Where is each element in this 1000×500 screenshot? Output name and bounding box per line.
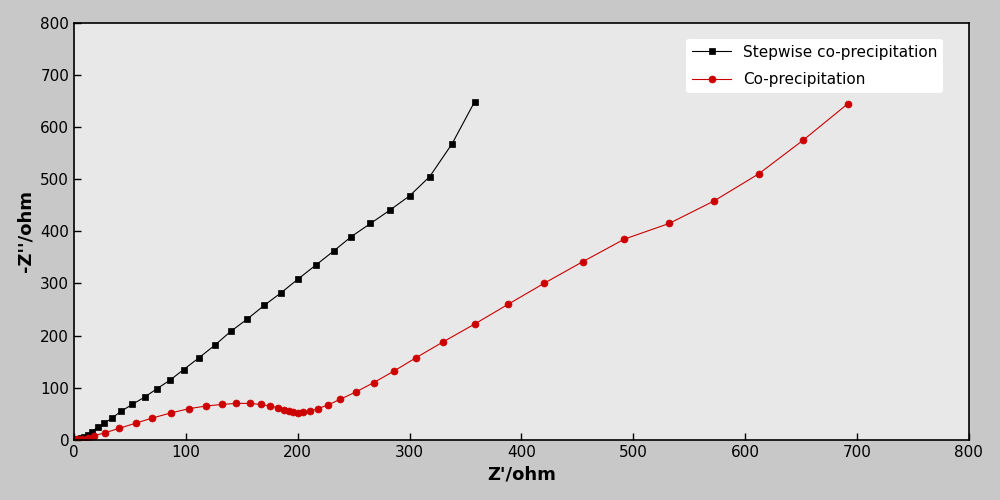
Co-precipitation <box>577 258 589 264</box>
Stepwise co-precipitation <box>98 420 110 426</box>
Co-precipitation <box>130 420 142 426</box>
Co-precipitation <box>216 402 228 407</box>
Stepwise co-precipitation <box>82 432 94 438</box>
Stepwise co-precipitation <box>106 415 118 421</box>
Stepwise co-precipitation <box>292 276 304 282</box>
Co-precipitation <box>165 410 177 416</box>
Co-precipitation <box>538 280 550 286</box>
Stepwise co-precipitation <box>384 208 396 214</box>
Co-precipitation <box>272 404 284 410</box>
Co-precipitation <box>99 430 111 436</box>
Stepwise co-precipitation <box>446 140 458 146</box>
Co-precipitation <box>368 380 380 386</box>
Co-precipitation <box>292 410 304 416</box>
Stepwise co-precipitation <box>469 99 481 105</box>
Co-precipitation <box>88 432 100 438</box>
Co-precipitation <box>797 137 809 143</box>
Stepwise co-precipitation <box>328 248 340 254</box>
Co-precipitation <box>410 354 422 360</box>
Co-precipitation <box>82 435 94 441</box>
Stepwise co-precipitation <box>225 328 237 334</box>
Co-precipitation <box>753 171 765 177</box>
Stepwise co-precipitation <box>92 424 104 430</box>
X-axis label: Z'/ohm: Z'/ohm <box>487 466 556 483</box>
Co-precipitation <box>278 406 290 412</box>
Stepwise co-precipitation <box>151 386 163 392</box>
Stepwise co-precipitation <box>71 436 83 442</box>
Stepwise co-precipitation <box>78 434 90 440</box>
Co-precipitation <box>287 410 299 416</box>
Co-precipitation <box>255 402 267 407</box>
Co-precipitation <box>230 400 242 406</box>
Stepwise co-precipitation <box>275 290 287 296</box>
Stepwise co-precipitation <box>404 193 416 199</box>
Co-precipitation <box>708 198 720 204</box>
Stepwise co-precipitation <box>193 354 205 360</box>
Stepwise co-precipitation <box>241 316 253 322</box>
Line: Co-precipitation: Co-precipitation <box>74 100 852 443</box>
Co-precipitation <box>183 406 195 411</box>
Stepwise co-precipitation <box>364 220 376 226</box>
Stepwise co-precipitation <box>209 342 221 348</box>
Legend: Stepwise co-precipitation, Co-precipitation: Stepwise co-precipitation, Co-precipitat… <box>686 38 943 93</box>
Co-precipitation <box>388 368 400 374</box>
Co-precipitation <box>350 389 362 395</box>
Stepwise co-precipitation <box>86 428 98 434</box>
Stepwise co-precipitation <box>115 408 127 414</box>
Co-precipitation <box>502 302 514 308</box>
Co-precipitation <box>146 415 158 421</box>
Co-precipitation <box>618 236 630 242</box>
Co-precipitation <box>842 100 854 106</box>
Co-precipitation <box>304 408 316 414</box>
Stepwise co-precipitation <box>258 302 270 308</box>
Co-precipitation <box>469 321 481 327</box>
Stepwise co-precipitation <box>75 436 87 442</box>
Co-precipitation <box>76 436 88 442</box>
Stepwise co-precipitation <box>126 402 138 407</box>
Stepwise co-precipitation <box>424 174 436 180</box>
Co-precipitation <box>244 400 256 406</box>
Co-precipitation <box>283 408 295 414</box>
Co-precipitation <box>264 403 276 409</box>
Co-precipitation <box>334 396 346 402</box>
Stepwise co-precipitation <box>164 377 176 383</box>
Co-precipitation <box>297 410 309 416</box>
Co-precipitation <box>437 339 449 345</box>
Co-precipitation <box>663 220 675 226</box>
Co-precipitation <box>113 426 125 432</box>
Stepwise co-precipitation <box>139 394 151 400</box>
Y-axis label: -Z''/ohm: -Z''/ohm <box>17 190 35 272</box>
Co-precipitation <box>312 406 324 411</box>
Co-precipitation <box>71 436 83 442</box>
Stepwise co-precipitation <box>345 234 357 239</box>
Co-precipitation <box>200 403 212 409</box>
Line: Stepwise co-precipitation: Stepwise co-precipitation <box>74 98 478 443</box>
Stepwise co-precipitation <box>178 366 190 372</box>
Co-precipitation <box>322 402 334 408</box>
Stepwise co-precipitation <box>310 262 322 268</box>
